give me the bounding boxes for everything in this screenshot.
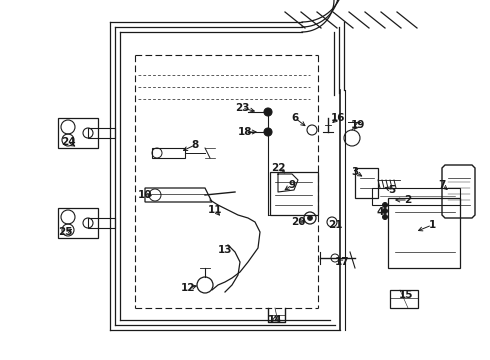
Text: 23: 23 <box>235 103 249 113</box>
Text: 1: 1 <box>428 220 436 230</box>
Text: 7: 7 <box>439 180 446 190</box>
Text: 12: 12 <box>181 283 195 293</box>
Text: 8: 8 <box>192 140 198 150</box>
Text: 4: 4 <box>376 207 384 217</box>
Circle shape <box>264 108 272 116</box>
Text: 9: 9 <box>289 180 295 190</box>
Text: 2: 2 <box>404 195 412 205</box>
Circle shape <box>264 128 272 136</box>
Text: 16: 16 <box>331 113 345 123</box>
Text: 10: 10 <box>138 190 152 200</box>
Circle shape <box>308 216 313 220</box>
Text: 20: 20 <box>291 217 305 227</box>
Text: 5: 5 <box>389 185 395 195</box>
Text: 14: 14 <box>268 315 282 325</box>
Text: 11: 11 <box>208 205 222 215</box>
Text: 18: 18 <box>238 127 252 137</box>
Text: 19: 19 <box>351 120 365 130</box>
Text: 21: 21 <box>328 220 342 230</box>
Text: 24: 24 <box>61 137 75 147</box>
Text: 3: 3 <box>351 167 359 177</box>
Text: 17: 17 <box>335 257 349 267</box>
Text: 25: 25 <box>58 227 72 237</box>
Circle shape <box>383 215 388 220</box>
Text: 22: 22 <box>271 163 285 173</box>
Circle shape <box>383 208 388 213</box>
Text: 13: 13 <box>218 245 232 255</box>
Circle shape <box>383 202 388 207</box>
Text: 6: 6 <box>292 113 298 123</box>
Text: 15: 15 <box>399 290 413 300</box>
